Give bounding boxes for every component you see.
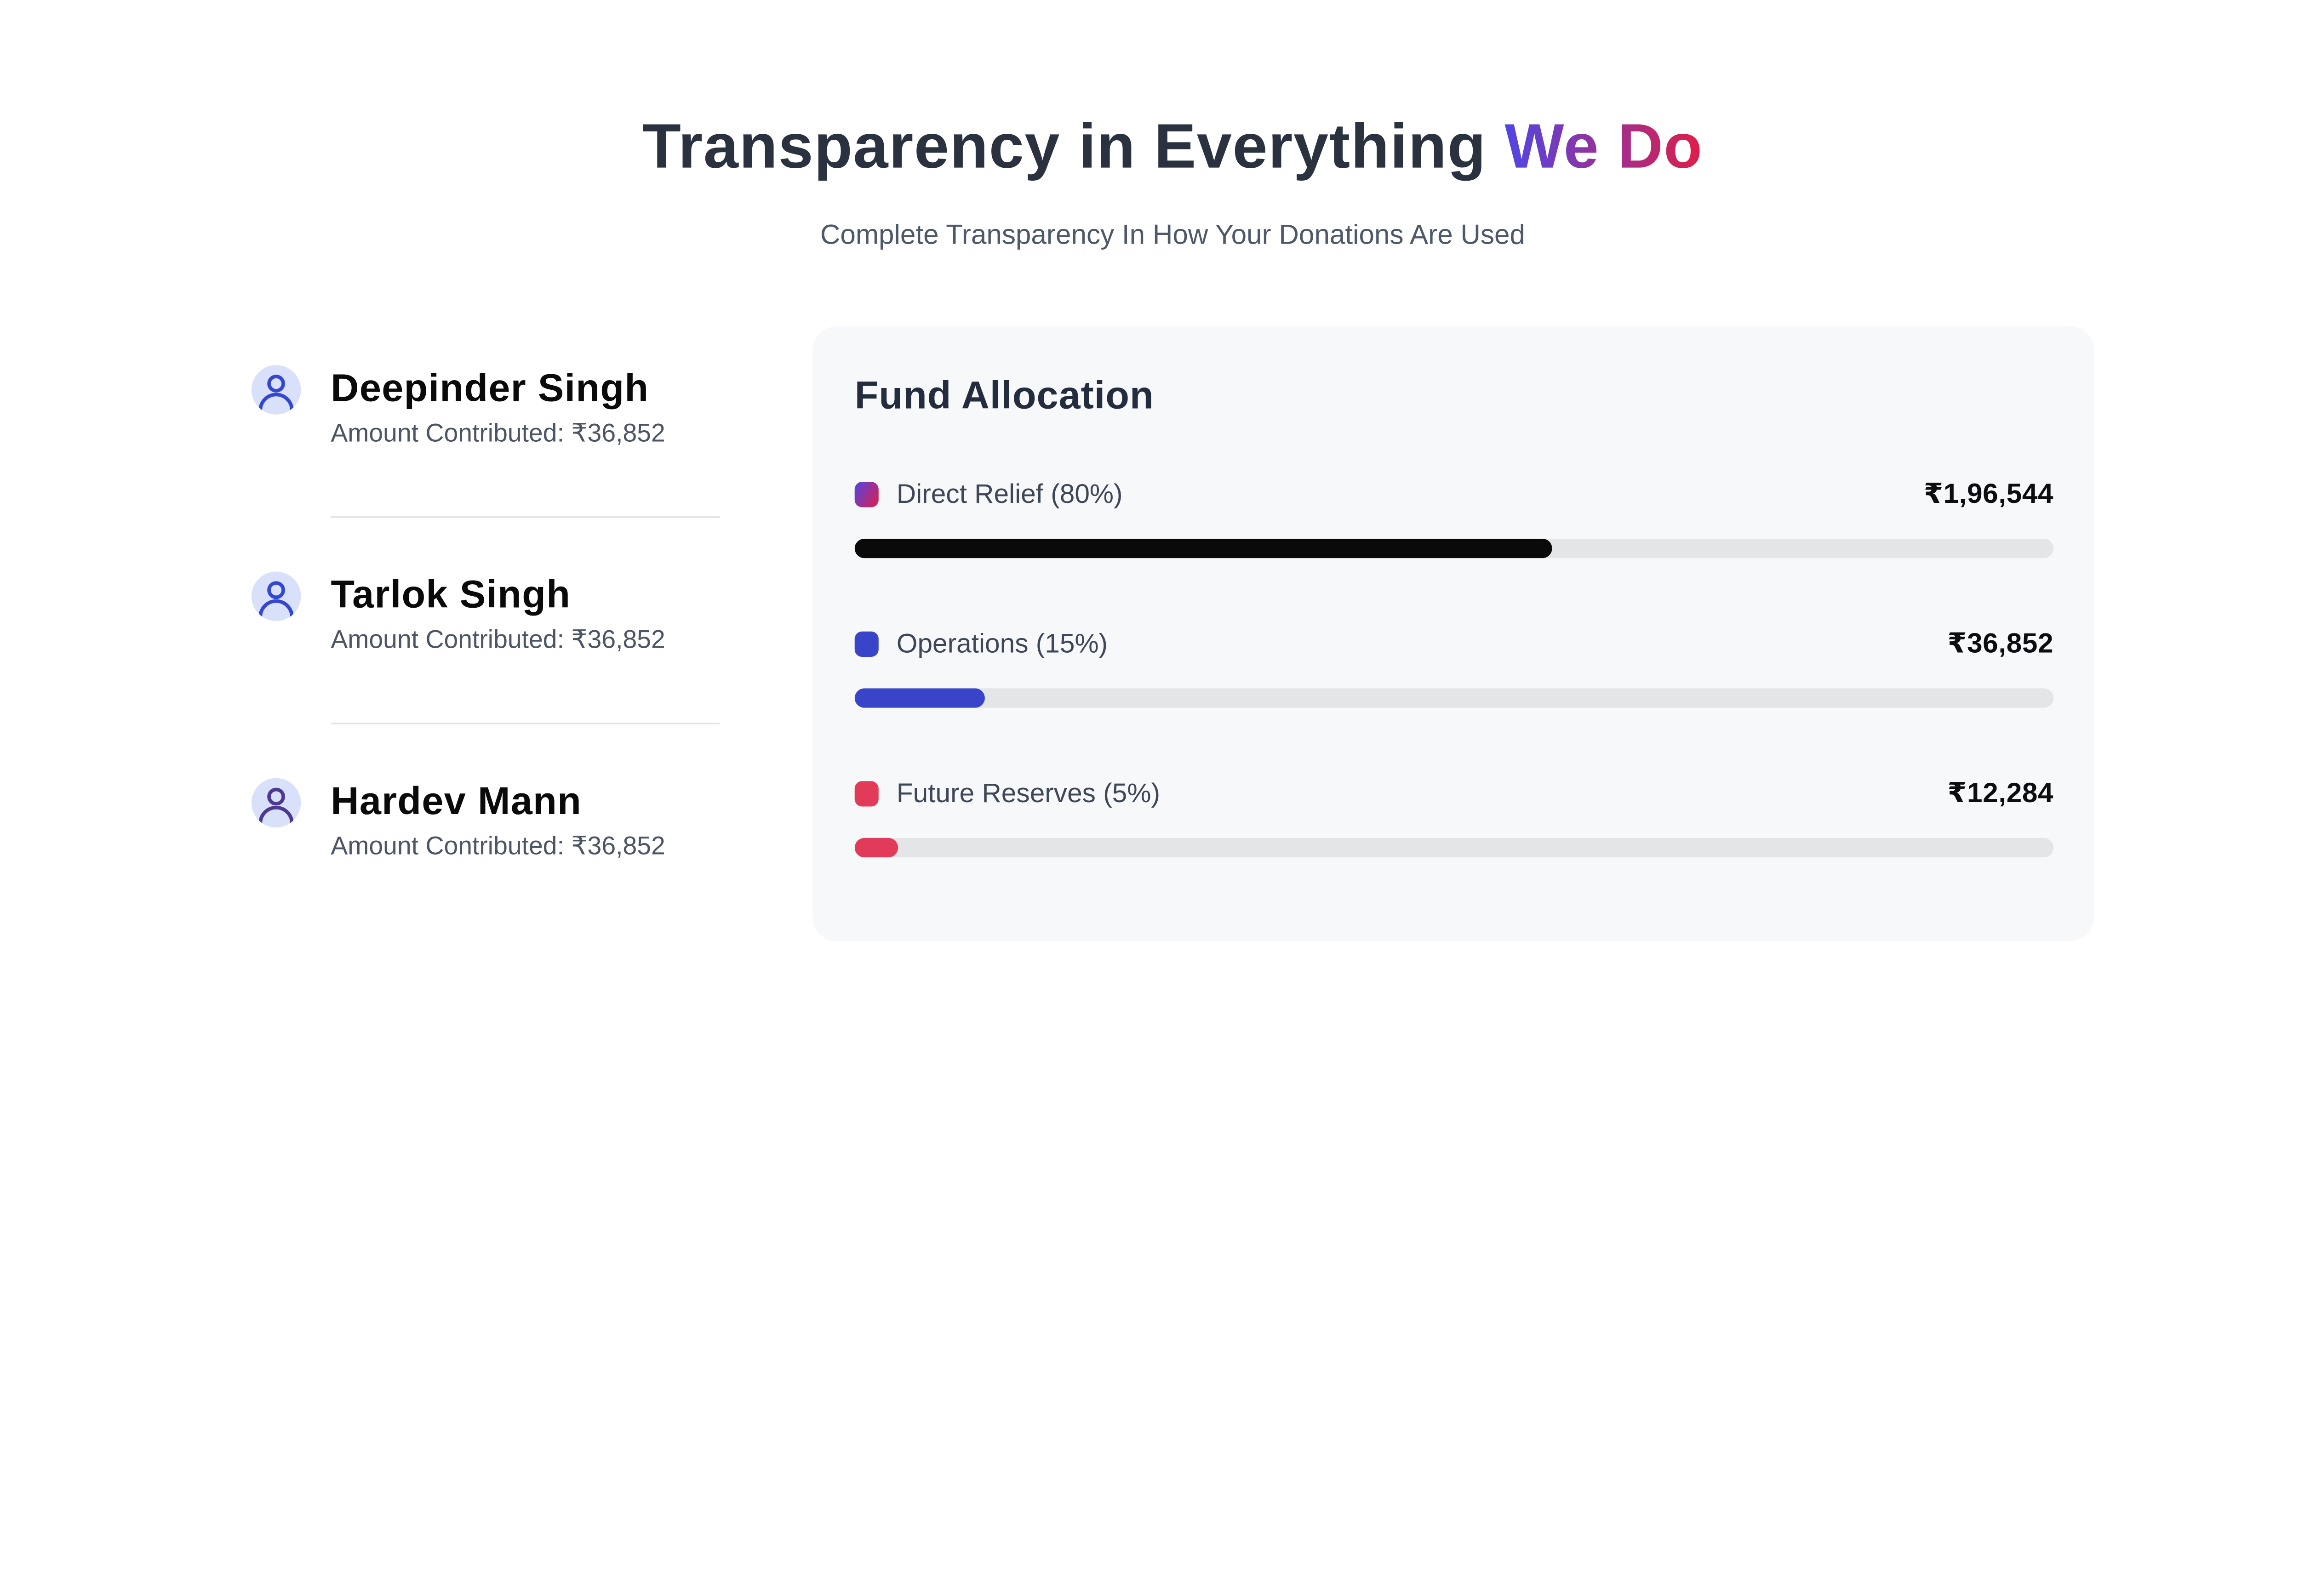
user-icon [258, 581, 294, 617]
progress-track [854, 688, 2054, 708]
legend-swatch [854, 481, 879, 507]
content-container: Transparency in Everything We Do Complet… [251, 0, 2094, 941]
donor-list: Deepinder Singh Amount Contributed: ₹36,… [251, 326, 720, 865]
avatar [251, 778, 301, 828]
page-title-main: Transparency in Everything [642, 110, 1505, 181]
avatar [251, 365, 301, 415]
donor-item: Hardev Mann Amount Contributed: ₹36,852 [251, 777, 720, 865]
progress-fill [854, 688, 985, 708]
donor-amount: Amount Contributed: ₹36,852 [331, 625, 665, 654]
page: Transparency in Everything We Do Complet… [251, 0, 2094, 941]
allocation-row-header: Future Reserves (5%) ₹12,284 [854, 776, 2054, 810]
legend-swatch [854, 780, 879, 806]
progress-track [854, 538, 2054, 559]
allocation-row: Operations (15%) ₹36,852 [854, 627, 2054, 708]
page-subtitle: Complete Transparency In How Your Donati… [820, 218, 1526, 250]
allocation-label: Operations (15%) [896, 628, 1108, 659]
donor-text: Tarlok Singh Amount Contributed: ₹36,852 [331, 570, 665, 658]
progress-track [854, 838, 2054, 858]
user-icon [258, 787, 294, 824]
allocation-row-header: Direct Relief (80%) ₹1,96,544 [854, 477, 2054, 511]
page-title: Transparency in Everything We Do [252, 0, 2094, 181]
donor-text: Deepinder Singh Amount Contributed: ₹36,… [331, 364, 665, 452]
allocation-row: Direct Relief (80%) ₹1,96,544 [854, 477, 2054, 559]
allocation-value: ₹12,284 [1947, 776, 2054, 808]
legend-swatch [854, 631, 879, 656]
progress-fill [854, 538, 1553, 559]
allocation-row-header: Operations (15%) ₹36,852 [854, 627, 2054, 660]
donor-item: Tarlok Singh Amount Contributed: ₹36,852 [251, 570, 720, 658]
allocation-value: ₹36,852 [1947, 627, 2054, 659]
avatar [251, 571, 301, 621]
main-section: Deepinder Singh Amount Contributed: ₹36,… [251, 326, 2094, 941]
donor-amount: Amount Contributed: ₹36,852 [331, 419, 665, 448]
divider [331, 723, 720, 724]
donor-amount: Amount Contributed: ₹36,852 [331, 832, 665, 861]
donor-item: Deepinder Singh Amount Contributed: ₹36,… [251, 364, 720, 452]
page-title-accent: We Do [1504, 110, 1703, 181]
donor-name: Tarlok Singh [331, 571, 571, 617]
donor-name: Hardev Mann [331, 778, 582, 823]
donor-text: Hardev Mann Amount Contributed: ₹36,852 [331, 777, 665, 865]
card-title: Fund Allocation [854, 372, 1154, 418]
progress-fill [854, 838, 898, 858]
allocation-label: Direct Relief (80%) [896, 479, 1123, 509]
donor-name: Deepinder Singh [331, 365, 649, 410]
user-icon [258, 375, 294, 411]
allocation-value: ₹1,96,544 [1923, 477, 2054, 509]
divider [331, 516, 720, 518]
allocation-label: Future Reserves (5%) [896, 778, 1160, 808]
fund-allocation-card: Fund Allocation Direct Relief (80%) ₹1,9… [812, 326, 2094, 941]
allocation-row: Future Reserves (5%) ₹12,284 [854, 776, 2054, 858]
